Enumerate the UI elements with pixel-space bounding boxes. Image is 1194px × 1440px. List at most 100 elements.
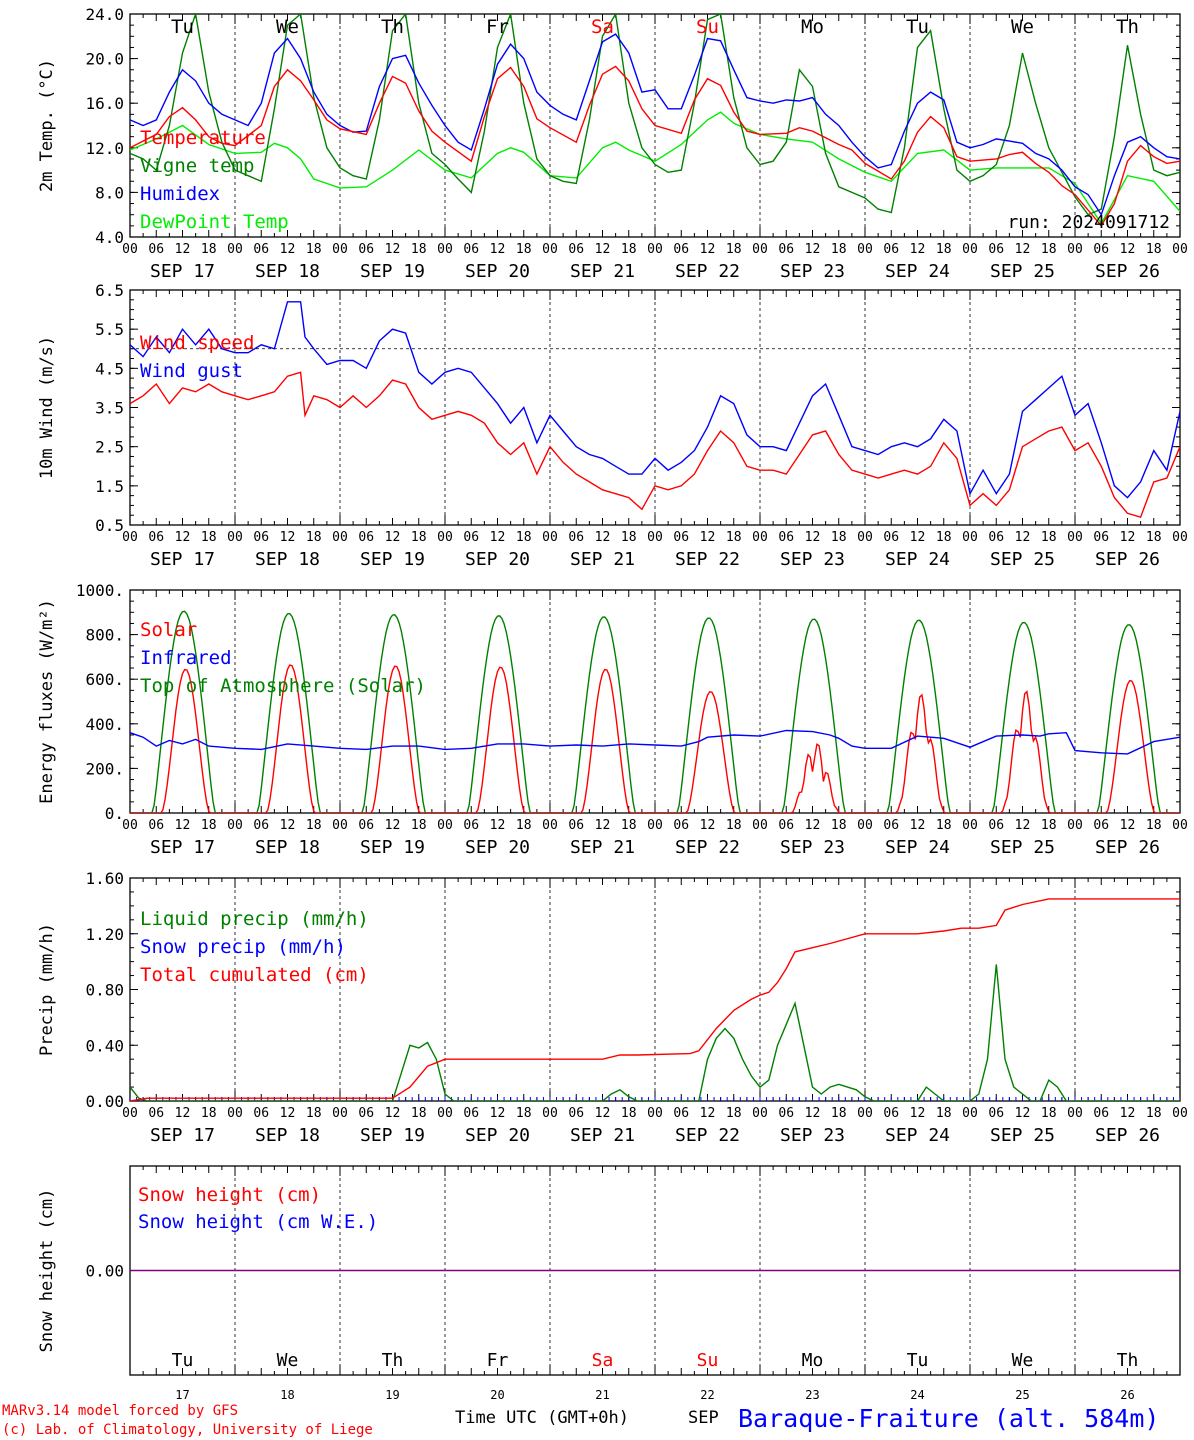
series-group xyxy=(130,14,1180,228)
hour-tick-label: 06 xyxy=(358,1106,374,1121)
series-line-wind-gust xyxy=(130,301,1180,499)
series-line-top-of-atmosphere xyxy=(130,610,1180,813)
hour-tick-label: 12 xyxy=(1120,818,1136,833)
date-label: SEP 18 xyxy=(255,837,320,858)
panel-frame-2: 0. 200. 400. 600. 800. 1000. Energy fluxes (W/… xyxy=(37,581,1188,858)
weekday-label: Fr xyxy=(486,16,509,38)
hour-tick-label: 06 xyxy=(1093,242,1109,257)
hour-tick-label: 06 xyxy=(148,818,164,833)
legend-wind-gust: Wind gust xyxy=(140,360,243,382)
hour-tick-label: 18 xyxy=(1146,242,1162,257)
weekday-label: Th xyxy=(1116,16,1139,38)
date-label: SEP 25 xyxy=(990,1125,1055,1146)
date-label: SEP 21 xyxy=(570,837,635,858)
series-line-humidex xyxy=(130,33,1180,217)
hour-tick-label: 00 xyxy=(437,818,453,833)
hour-tick-label: 12 xyxy=(910,1106,926,1121)
legend-infrared: Infrared xyxy=(140,647,232,669)
series-line-liquid-precip-mm-h- xyxy=(130,964,1180,1101)
day-number: 26 xyxy=(1120,1388,1134,1402)
hour-tick-label: 06 xyxy=(988,242,1004,257)
hour-tick-label: 00 xyxy=(332,530,348,545)
run-annotation: run: 2024091712 xyxy=(1007,212,1170,233)
weekday-label: We xyxy=(277,1350,299,1371)
hour-tick-label: 00 xyxy=(857,818,873,833)
weekday-label: Th xyxy=(382,1350,404,1371)
day-number: 21 xyxy=(595,1388,609,1402)
hour-tick-label: 12 xyxy=(595,242,611,257)
weekday-label: Tu xyxy=(171,16,194,38)
y-axis-label: Precip (mm/h) xyxy=(37,923,57,1056)
date-label: SEP 17 xyxy=(150,1125,215,1146)
hour-tick-label: 06 xyxy=(778,1106,794,1121)
hour-tick-label: 12 xyxy=(595,1106,611,1121)
y-tick-label: 3.5 xyxy=(95,399,124,418)
hour-tick-label: 06 xyxy=(253,242,269,257)
date-label: SEP 23 xyxy=(780,549,845,570)
panel-frame-1: 0.5 1.5 2.5 3.5 4.5 5.5 6.5 10m Wind (m/s) 00 06 1… xyxy=(37,281,1188,570)
hour-tick-label: 18 xyxy=(1146,818,1162,833)
hour-tick-label: 12 xyxy=(1015,530,1031,545)
hour-tick-label: 18 xyxy=(726,818,742,833)
hour-tick-label: 00 xyxy=(122,818,138,833)
hour-tick-label: 18 xyxy=(1041,1106,1057,1121)
date-label: SEP 26 xyxy=(1095,549,1160,570)
y-tick-label: 1.60 xyxy=(85,869,124,888)
hour-tick-label: 12 xyxy=(385,530,401,545)
hour-tick-label: 06 xyxy=(568,530,584,545)
day-number: 25 xyxy=(1015,1388,1029,1402)
hour-tick-label: 12 xyxy=(910,818,926,833)
hour-tick-label: 00 xyxy=(227,1106,243,1121)
y-tick-label: 0.00 xyxy=(85,1262,124,1281)
hour-tick-label: 00 xyxy=(647,242,663,257)
hour-tick-label: 00 xyxy=(752,530,768,545)
hour-tick-label: 12 xyxy=(280,530,296,545)
date-label: SEP 24 xyxy=(885,1125,950,1146)
hour-tick-label: 00 xyxy=(962,818,978,833)
hour-tick-label: 18 xyxy=(516,818,532,833)
hour-tick-label: 06 xyxy=(358,818,374,833)
legend-temperature: Temperature xyxy=(140,127,266,149)
hour-tick-label: 00 xyxy=(437,1106,453,1121)
hour-tick-label: 12 xyxy=(805,818,821,833)
hour-tick-label: 06 xyxy=(673,818,689,833)
hour-tick-label: 18 xyxy=(621,818,637,833)
y-axis-label: Energy fluxes (W/m²) xyxy=(37,599,57,804)
hour-tick-label: 12 xyxy=(175,530,191,545)
hour-tick-label: 18 xyxy=(726,242,742,257)
hour-tick-label: 00 xyxy=(1172,242,1188,257)
date-label: SEP 23 xyxy=(780,1125,845,1146)
date-label: SEP 17 xyxy=(150,261,215,282)
hour-tick-label: 12 xyxy=(490,242,506,257)
hour-tick-label: 18 xyxy=(201,1106,217,1121)
hour-tick-label: 12 xyxy=(175,818,191,833)
hour-tick-label: 12 xyxy=(700,818,716,833)
hour-tick-label: 06 xyxy=(148,242,164,257)
hour-tick-label: 00 xyxy=(332,1106,348,1121)
weekday-label: Tu xyxy=(906,16,929,38)
station-name: Baraque-Fraiture (alt. 584m) xyxy=(738,1404,1159,1433)
hour-tick-label: 18 xyxy=(411,242,427,257)
hour-tick-label: 18 xyxy=(1146,530,1162,545)
date-label: SEP 18 xyxy=(255,549,320,570)
series-line-total-cumulated-cm- xyxy=(130,898,1180,1101)
day-number: 18 xyxy=(280,1388,294,1402)
hour-tick-label: 12 xyxy=(175,242,191,257)
hour-tick-label: 12 xyxy=(910,242,926,257)
hour-tick-label: 06 xyxy=(883,818,899,833)
hour-tick-label: 12 xyxy=(1015,242,1031,257)
date-label: SEP 19 xyxy=(360,1125,425,1146)
legend-top-of-atmosphere-solar: Top of Atmosphere (Solar) xyxy=(140,675,426,697)
hour-tick-label: 00 xyxy=(542,818,558,833)
hour-tick-label: 12 xyxy=(490,1106,506,1121)
hour-tick-label: 12 xyxy=(280,818,296,833)
hour-tick-label: 18 xyxy=(306,242,322,257)
hour-tick-label: 12 xyxy=(700,530,716,545)
y-axis-label: 10m Wind (m/s) xyxy=(37,336,57,479)
hour-tick-label: 12 xyxy=(700,1106,716,1121)
hour-tick-label: 18 xyxy=(411,530,427,545)
hour-tick-label: 06 xyxy=(1093,1106,1109,1121)
hour-tick-label: 18 xyxy=(1041,818,1057,833)
hour-tick-label: 12 xyxy=(175,1106,191,1121)
series-line-wind-speed xyxy=(130,371,1180,519)
